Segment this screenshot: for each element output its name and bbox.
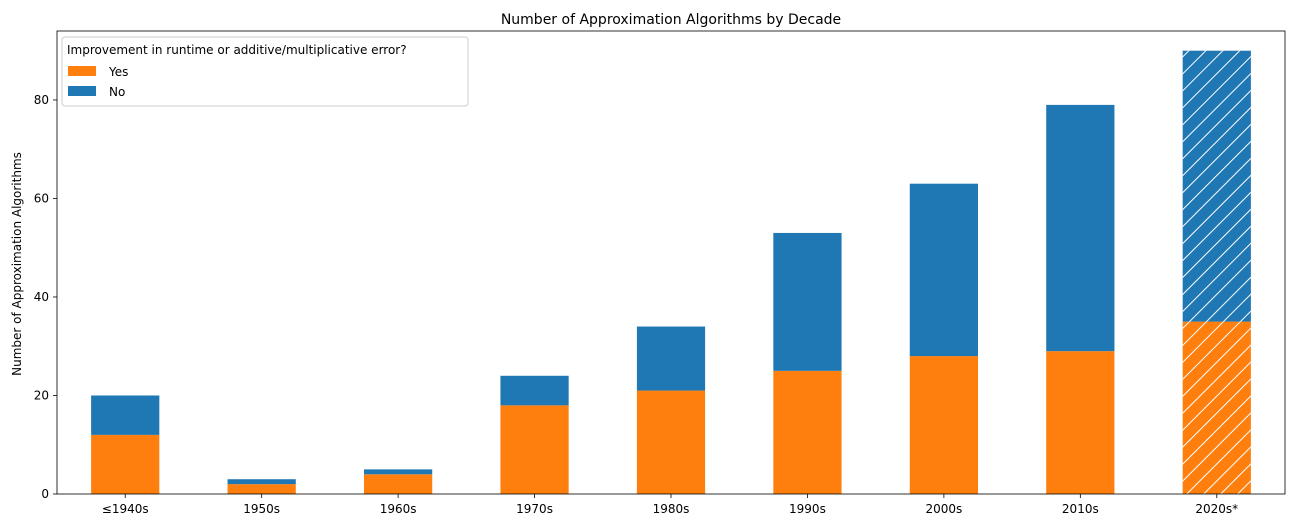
- x-tick-label: 1970s: [516, 502, 553, 516]
- axes-group: 0 20 40 60 80 ≤1940s 1950s 1960s 1970s 1980s 1990s…: [34, 30, 1286, 516]
- y-tick-label: 60: [34, 191, 49, 205]
- bar-no-cat-5: [636, 326, 706, 391]
- y-tick-label: 80: [34, 93, 49, 107]
- bar-yes-cat-1: [91, 434, 160, 494]
- x-tick-label: 1980s: [653, 502, 690, 516]
- x-tick-label: 1960s: [380, 502, 417, 516]
- legend-swatch-yes: [68, 66, 96, 76]
- bar-no-cat-6: [773, 232, 842, 371]
- bar-no-cat-3: [364, 469, 433, 475]
- bar-no-cat-8: [1046, 104, 1115, 352]
- bar-no-cat-4: [500, 375, 569, 406]
- bar-yes-cat-4: [500, 405, 569, 494]
- legend-swatch-no: [68, 86, 96, 96]
- bar-hatch-yes-cat-9: [1182, 321, 1251, 494]
- bar-yes-cat-8: [1046, 351, 1115, 494]
- bar-no-cat-2: [227, 479, 296, 485]
- x-tick-label: 2010s: [1062, 502, 1099, 516]
- x-tick-label: ≤1940s: [102, 502, 149, 516]
- y-tick-label: 40: [34, 290, 49, 304]
- legend-label-no: No: [109, 85, 125, 99]
- bar-yes-cat-3: [364, 474, 433, 494]
- y-tick-label: 0: [41, 487, 49, 501]
- x-tick-label: 1990s: [789, 502, 826, 516]
- chart-title: Number of Approximation Algorithms by De…: [501, 12, 841, 28]
- legend-label-yes: Yes: [108, 65, 128, 79]
- bar-yes-cat-6: [773, 370, 842, 494]
- bar-no-cat-1: [91, 395, 160, 435]
- x-tick-label: 2020s*: [1195, 502, 1238, 516]
- bar-no-cat-7: [909, 183, 978, 357]
- bar-yes-cat-2: [227, 484, 296, 494]
- bar-yes-cat-7: [909, 356, 978, 494]
- x-tick-label: 2000s: [925, 502, 962, 516]
- y-tick-label: 20: [34, 388, 49, 402]
- bar-hatch-no-cat-9: [1182, 50, 1251, 322]
- bar-yes-cat-5: [636, 390, 706, 494]
- x-tick-label: 1950s: [243, 502, 280, 516]
- legend: Improvement in runtime or additive/multi…: [61, 36, 469, 107]
- y-axis-label: Number of Approximation Algorithms: [10, 152, 24, 376]
- bars-group: [91, 50, 1251, 494]
- legend-title: Improvement in runtime or additive/multi…: [67, 43, 407, 57]
- legend-box: [61, 36, 469, 107]
